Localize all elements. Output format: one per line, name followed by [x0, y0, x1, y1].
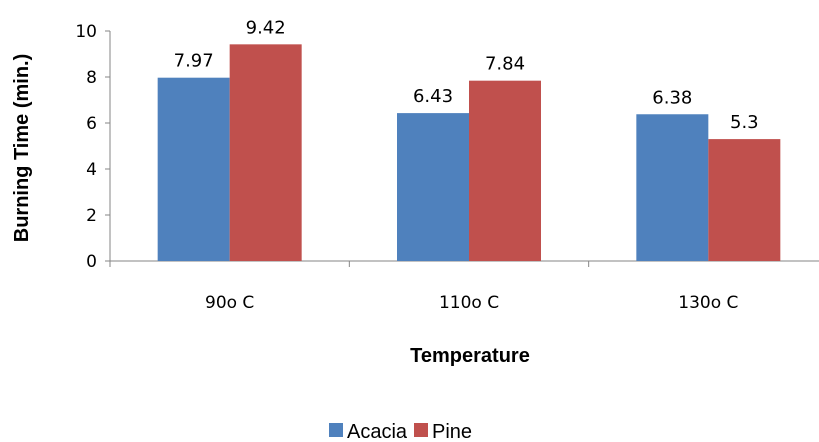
y-tick-label: 0	[86, 252, 97, 272]
legend-swatch-acacia	[329, 423, 343, 437]
x-category-label: 130o C	[678, 293, 738, 313]
y-axis-ticks: 0 2 4 6 8 10	[75, 22, 110, 272]
bars	[157, 44, 781, 262]
y-axis-title: Burning Time (min.)	[11, 54, 33, 243]
y-tick-label: 6	[86, 114, 97, 134]
legend-label-acacia: Acacia	[347, 421, 408, 442]
data-label: 7.84	[485, 54, 525, 75]
x-category-label: 110o C	[439, 293, 499, 313]
y-tick-label: 2	[86, 206, 97, 226]
bar-acacia-0	[157, 77, 230, 261]
data-labels: 7.97 9.42 6.43 7.84 6.38 5.3	[174, 17, 759, 133]
x-axis-ticks	[109, 261, 590, 267]
data-label: 9.42	[246, 17, 286, 38]
legend: Acacia Pine	[329, 421, 472, 442]
legend-swatch-pine	[414, 423, 428, 437]
y-tick-label: 4	[86, 160, 97, 180]
data-label: 6.38	[652, 87, 692, 108]
x-category-labels: 90o C 110o C 130o C	[205, 293, 738, 313]
bar-pine-1	[469, 80, 541, 262]
bar-acacia-2	[636, 114, 709, 261]
y-tick-label: 8	[86, 68, 97, 88]
x-axis-title: Temperature	[410, 345, 530, 367]
bar-pine-2	[708, 139, 781, 261]
data-label: 6.43	[413, 86, 453, 107]
bar-acacia-1	[397, 113, 469, 261]
x-category-label: 90o C	[205, 293, 254, 313]
y-tick-label: 10	[75, 22, 97, 42]
data-label: 7.97	[174, 51, 214, 72]
data-label: 5.3	[730, 112, 759, 133]
bar-pine-0	[229, 44, 302, 262]
legend-label-pine: Pine	[432, 421, 472, 442]
